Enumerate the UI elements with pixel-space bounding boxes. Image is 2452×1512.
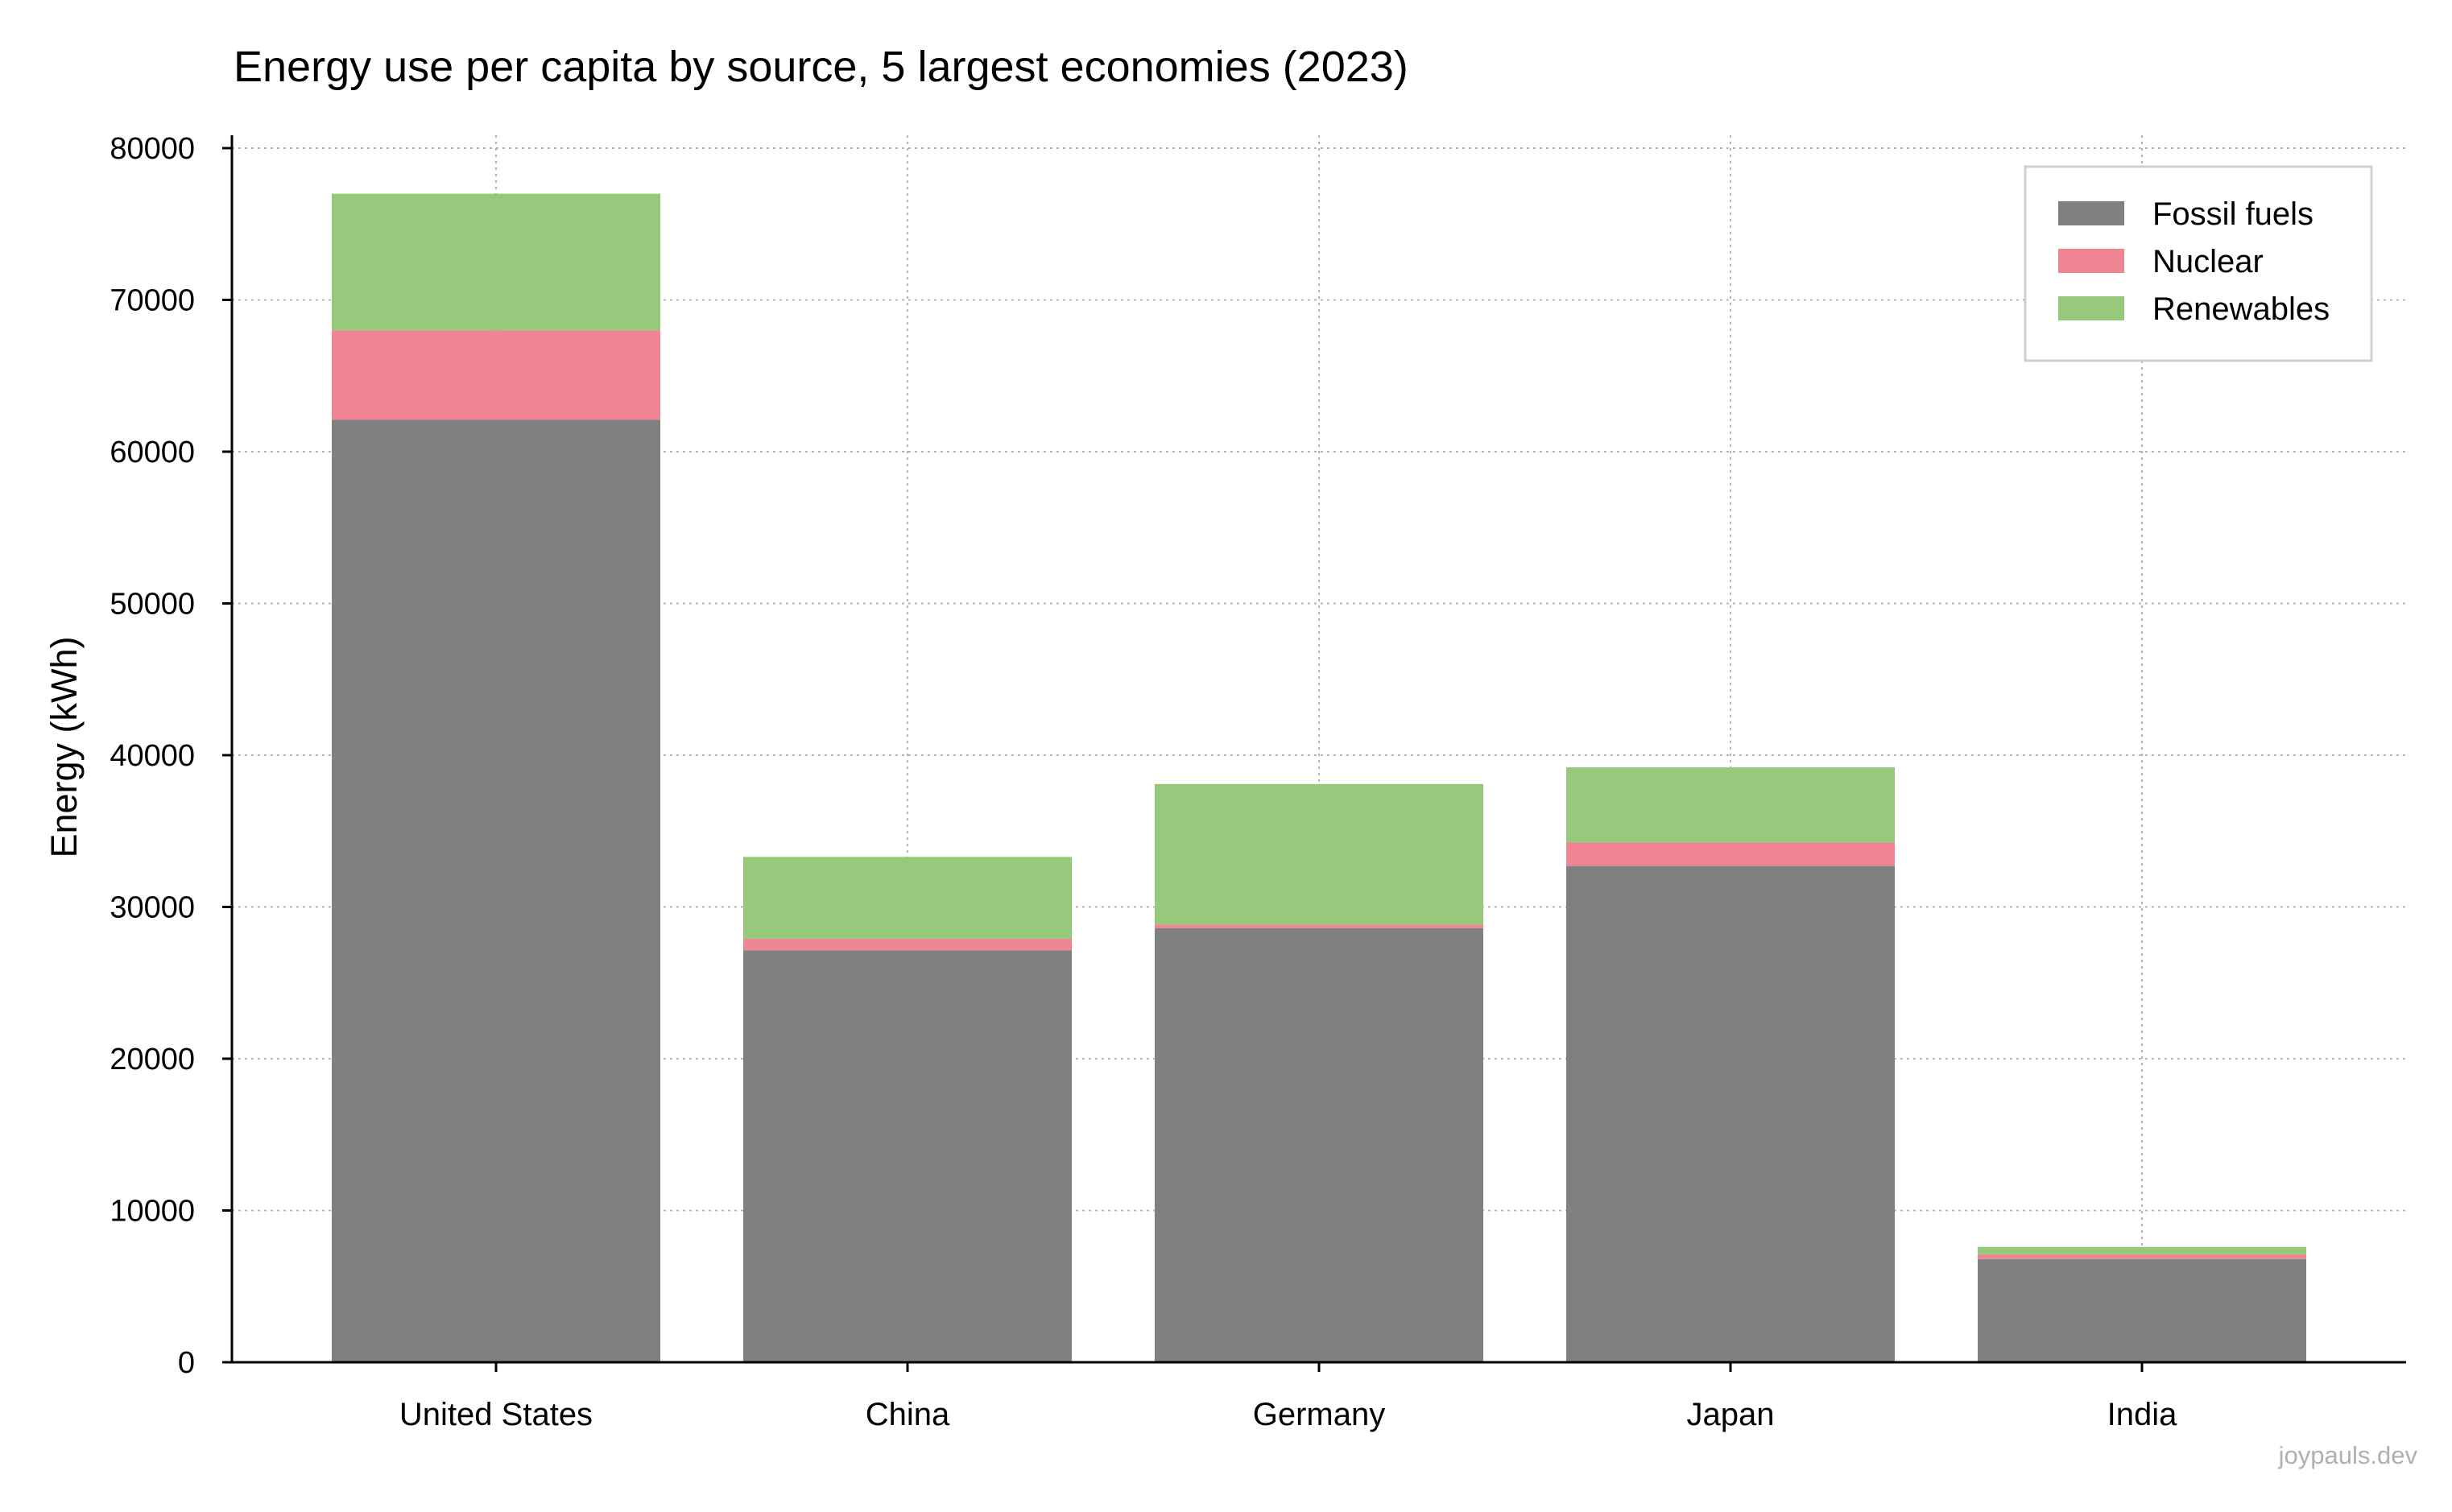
y-axis-label: Energy (kWh) xyxy=(43,636,85,857)
x-tick-label-china: China xyxy=(866,1397,950,1432)
bar-renewables-japan xyxy=(1566,767,1895,843)
x-axis-ticks: United States China Germany Japan India xyxy=(399,1362,2177,1432)
x-tick-label-germany: Germany xyxy=(1253,1397,1386,1432)
bar-fossil-fuels-japan xyxy=(1566,865,1895,1362)
legend-swatch-nuclear xyxy=(2058,249,2124,273)
legend-label-fossil-fuels: Fossil fuels xyxy=(2152,196,2313,232)
y-tick-label: 20000 xyxy=(110,1043,195,1076)
y-tick-label: 40000 xyxy=(110,739,195,773)
legend-label-nuclear: Nuclear xyxy=(2152,244,2264,279)
bar-nuclear-china xyxy=(743,939,1072,951)
bar-fossil-fuels-india xyxy=(1978,1258,2306,1362)
bar-nuclear-japan xyxy=(1566,842,1895,866)
bar-fossil-fuels-germany xyxy=(1155,927,1483,1362)
x-tick-label-japan: Japan xyxy=(1687,1397,1775,1432)
legend-swatch-renewables xyxy=(2058,296,2124,320)
y-tick-label: 70000 xyxy=(110,284,195,318)
bar-renewables-germany xyxy=(1155,783,1483,925)
legend: Fossil fuels Nuclear Renewables xyxy=(2024,165,2373,362)
bar-nuclear-india xyxy=(1978,1254,2306,1259)
chart-title: Energy use per capita by source, 5 large… xyxy=(234,43,1408,91)
bars xyxy=(332,193,2306,1362)
bar-renewables-china xyxy=(743,857,1072,940)
bar-fossil-fuels-united-states xyxy=(332,419,660,1362)
bar-nuclear-united-states xyxy=(332,330,660,420)
y-tick-label: 30000 xyxy=(110,891,195,925)
y-tick-label: 0 xyxy=(178,1346,195,1380)
y-axis-ticks: 0 10000 20000 30000 40000 50000 60000 70000 8000… xyxy=(110,132,232,1380)
watermark-text: joypauls.dev xyxy=(2278,1441,2418,1469)
bar-renewables-united-states xyxy=(332,193,660,331)
bar-nuclear-germany xyxy=(1155,924,1483,928)
y-tick-label: 60000 xyxy=(110,436,195,469)
legend-items: Fossil fuels Nuclear Renewables xyxy=(2058,196,2330,327)
y-tick-label: 50000 xyxy=(110,588,195,622)
x-tick-label-india: India xyxy=(2107,1397,2177,1432)
y-tick-label: 10000 xyxy=(110,1195,195,1229)
legend-label-renewables: Renewables xyxy=(2152,291,2330,327)
legend-swatch-fossil-fuels xyxy=(2058,201,2124,225)
y-tick-label: 80000 xyxy=(110,132,195,166)
x-tick-label-united-states: United States xyxy=(399,1397,593,1432)
bar-renewables-india xyxy=(1978,1246,2306,1255)
bar-fossil-fuels-china xyxy=(743,950,1072,1362)
